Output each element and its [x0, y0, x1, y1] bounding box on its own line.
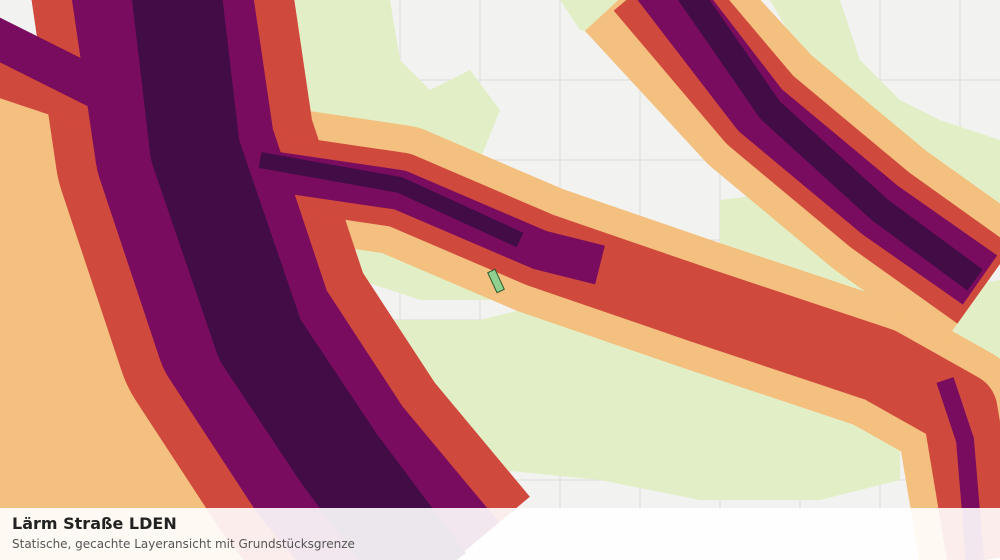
caption-subtitle: Statische, gecachte Layeransicht mit Gru…: [12, 537, 355, 551]
caption-title: Lärm Straße LDEN: [12, 514, 177, 533]
caption-panel: [0, 508, 1000, 560]
parcel-boundary: [487, 268, 505, 294]
